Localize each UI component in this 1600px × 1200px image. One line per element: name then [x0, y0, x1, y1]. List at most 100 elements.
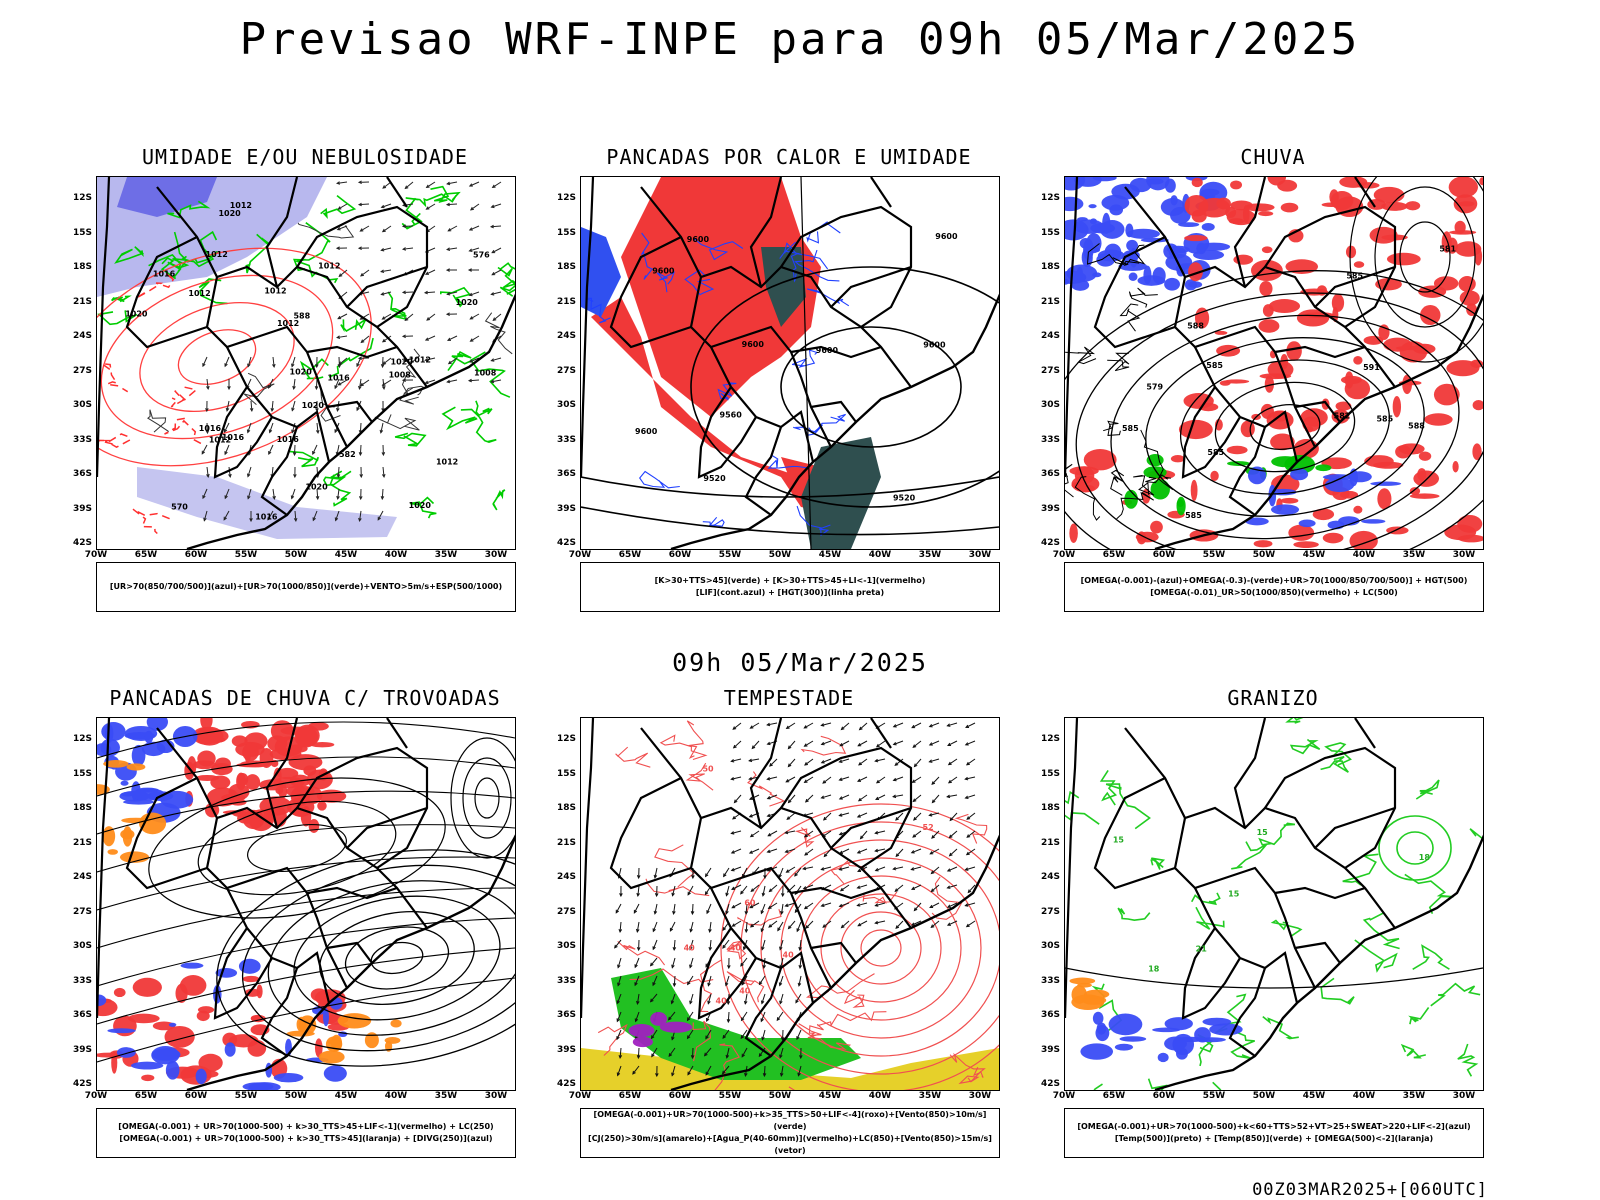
- contour-label: 582: [339, 450, 356, 459]
- panel-legend: [OMEGA(-0.001)+UR>70(1000-500)+k<60+TTS>…: [1064, 1108, 1484, 1158]
- latitude-tick-label: 30S: [556, 941, 576, 951]
- contour-label: 1020: [290, 368, 313, 377]
- latitude-tick-label: 39S: [556, 503, 576, 514]
- panel-legend: [OMEGA(-0.001)-(azul)+OMEGA(-0.3)-(verde…: [1064, 562, 1484, 612]
- longitude-tick-label: 40W: [1352, 550, 1376, 560]
- latitude-tick-label: 18S: [1040, 262, 1060, 272]
- latitude-tick-label: 42S: [72, 1079, 92, 1089]
- panel-legend: [UR>70(850/700/500)](azul)+[UR>70(1000/8…: [96, 562, 516, 612]
- longitude-tick-label: 45W: [1302, 1091, 1326, 1101]
- longitude-tick-label: 45W: [818, 550, 842, 560]
- longitude-tick-label: 60W: [1152, 1091, 1176, 1101]
- panel-legend: [K>30+TTS>45](verde) + [K>30+TTS>45+LI<-…: [580, 562, 1000, 612]
- longitude-tick-label: 65W: [134, 1091, 158, 1101]
- latitude-tick-label: 24S: [72, 331, 92, 341]
- latitude-tick-label: 33S: [556, 975, 576, 986]
- contour-label: 585: [1185, 511, 1202, 520]
- contour-label: 40: [730, 944, 742, 953]
- contour-label: 1020: [302, 401, 325, 410]
- contour-label: 585: [1346, 272, 1363, 281]
- map-plot: 585 582 585 585 588 585 579 581 591 585 588 585: [1065, 177, 1483, 549]
- latitude-tick-label: 18S: [72, 262, 92, 272]
- contour-label: 50: [702, 764, 714, 773]
- latitude-tick-label: 36S: [72, 469, 92, 479]
- contour-label: 9600: [816, 346, 839, 355]
- longitude-tick-label: 45W: [334, 1091, 358, 1101]
- latitude-tick-label: 30S: [556, 400, 576, 410]
- latitude-tick-label: 42S: [1040, 538, 1060, 548]
- latitude-tick-label: 18S: [1040, 803, 1060, 813]
- contour-label: 9600: [742, 340, 765, 349]
- contour-label: 588: [1408, 421, 1425, 430]
- latitude-tick-label: 15S: [72, 768, 92, 779]
- contour-label: 1020: [125, 310, 148, 319]
- panel-title: CHUVA: [1240, 145, 1306, 169]
- legend-line: [OMEGA(-0.001)-(azul)+OMEGA(-0.3)-(verde…: [1080, 576, 1468, 585]
- forecast-map: 15 15 18 18 21 15: [1064, 717, 1484, 1091]
- latitude-tick-label: 15S: [1040, 227, 1060, 238]
- longitude-tick-label: 50W: [1252, 1091, 1276, 1101]
- latitude-tick-label: 27S: [72, 365, 92, 376]
- longitude-tick-label: 40W: [868, 550, 892, 560]
- latitude-tick-label: 27S: [1040, 365, 1060, 376]
- latitude-tick-label: 24S: [556, 331, 576, 341]
- panel-legend: [OMEGA(-0.001) + UR>70(1000-500) + k>30_…: [96, 1108, 516, 1158]
- contour-label: 588: [1187, 322, 1204, 331]
- contour-label: 40: [716, 997, 728, 1006]
- contour-label: 1016: [277, 435, 300, 444]
- contour-label: 579: [1146, 383, 1163, 392]
- longitude-tick-label: 55W: [718, 1091, 742, 1101]
- panel-title: UMIDADE E/OU NEBULOSIDADE: [141, 145, 469, 169]
- longitude-tick-label: 50W: [1252, 550, 1276, 560]
- contour-label: 9520: [703, 474, 726, 483]
- latitude-tick-label: 30S: [72, 941, 92, 951]
- legend-line: [CJ(250)>30m/s](amarelo)+[Agua_P(40-60mm…: [588, 1134, 992, 1155]
- contour-label: 18: [1419, 853, 1431, 862]
- legend-line: [LIF](cont.azul) + [HGT(300)](linha pret…: [695, 588, 885, 597]
- latitude-tick-label: 21S: [1040, 837, 1060, 848]
- longitude-tick-label: 65W: [1102, 550, 1126, 560]
- contour-label: 1012: [230, 201, 252, 210]
- longitude-tick-label: 50W: [284, 1091, 308, 1101]
- forecast-map: 9600 9600 9600 9520 9600 9600 9600 9520 9560 9600: [580, 176, 1000, 550]
- longitude-tick-label: 60W: [184, 1091, 208, 1101]
- contour-label: 15: [1113, 835, 1125, 844]
- latitude-tick-label: 15S: [556, 227, 576, 238]
- latitude-tick-label: 15S: [72, 227, 92, 238]
- contour-label: 1008: [474, 368, 497, 377]
- contour-label: 585: [1206, 361, 1223, 370]
- latitude-tick-label: 12S: [72, 734, 92, 744]
- latitude-tick-label: 27S: [72, 906, 92, 917]
- contour-label: 1016: [199, 424, 222, 433]
- longitude-tick-label: 40W: [384, 550, 408, 560]
- contour-label: 1016: [153, 270, 176, 279]
- latitude-tick-label: 42S: [1040, 1079, 1060, 1089]
- longitude-tick-label: 70W: [568, 1091, 592, 1101]
- latitude-tick-label: 33S: [556, 434, 576, 445]
- longitude-tick-label: 60W: [668, 1091, 692, 1101]
- map-plot: 40 50 40 60 40 52 40 40: [581, 718, 999, 1090]
- latitude-tick-label: 21S: [72, 837, 92, 848]
- contour-label: 1020: [391, 357, 414, 366]
- legend-line: [Temp(500)](preto) + [Temp(850)](verde) …: [1114, 1134, 1434, 1143]
- latitude-tick-label: 33S: [1040, 975, 1060, 986]
- contour-label: 1016: [327, 374, 350, 383]
- longitude-tick-label: 45W: [818, 1091, 842, 1101]
- latitude-tick-label: 12S: [1040, 734, 1060, 744]
- contour-label: 581: [1439, 245, 1456, 254]
- contour-label: 1012: [206, 250, 228, 259]
- longitude-tick-label: 70W: [1052, 1091, 1076, 1101]
- latitude-tick-label: 18S: [72, 803, 92, 813]
- contour-label: 1012: [436, 458, 458, 467]
- longitude-tick-label: 30W: [968, 550, 992, 560]
- longitude-tick-label: 55W: [1202, 1091, 1226, 1101]
- panel-title: TEMPESTADE: [723, 686, 855, 710]
- latitude-tick-label: 24S: [1040, 331, 1060, 341]
- latitude-tick-label: 39S: [72, 1044, 92, 1055]
- longitude-tick-label: 65W: [618, 1091, 642, 1101]
- latitude-tick-label: 27S: [556, 906, 576, 917]
- latitude-tick-label: 27S: [1040, 906, 1060, 917]
- longitude-tick-label: 55W: [718, 550, 742, 560]
- longitude-tick-label: 30W: [484, 550, 508, 560]
- longitude-tick-label: 35W: [1402, 1091, 1426, 1101]
